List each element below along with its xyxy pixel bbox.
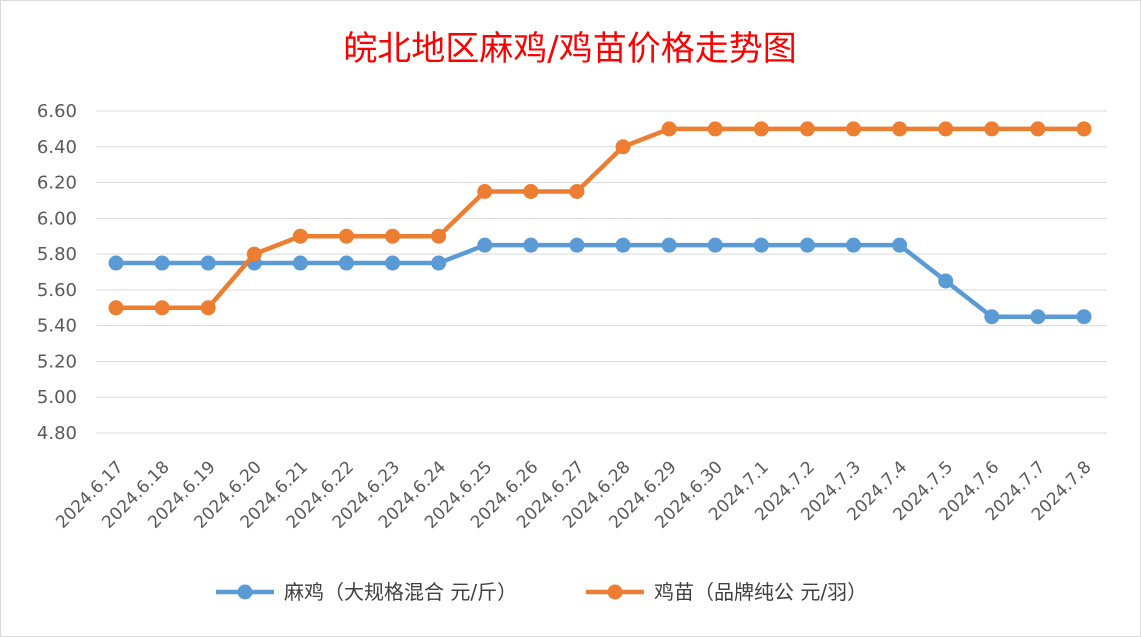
grid-lines: [96, 110, 1107, 434]
data-point: [246, 246, 262, 262]
data-point: [984, 121, 1000, 137]
data-point: [154, 255, 170, 271]
data-point: [200, 255, 216, 271]
data-point: [799, 237, 815, 253]
y-axis-ticks: 4.80 5.00 5.20 5.40 5.60 5.80 6.00 6.20 6.40 6.60: [37, 101, 77, 444]
series-line-1: [113, 126, 1087, 311]
series-line-0: [113, 242, 1087, 319]
data-point: [523, 184, 539, 199]
y-tick-label: 5.60: [37, 280, 77, 301]
data-point: [938, 273, 954, 289]
data-point: [292, 255, 308, 271]
data-point: [984, 309, 1000, 325]
data-point: [1076, 309, 1092, 325]
data-point: [1076, 121, 1092, 137]
legend-swatch-marker: [237, 584, 253, 600]
legend-label: 麻鸡（大规格混合 元/斤）: [284, 580, 517, 604]
data-point: [1030, 309, 1046, 325]
data-point: [569, 184, 585, 199]
data-point: [753, 121, 769, 137]
y-tick-label: 5.80: [37, 244, 77, 265]
series-layer: [108, 121, 1092, 325]
data-point: [846, 237, 862, 253]
data-point: [938, 121, 954, 137]
chart-title: 皖北地区麻鸡/鸡苗价格走势图: [343, 29, 796, 69]
data-point: [523, 237, 539, 253]
data-point: [338, 228, 354, 244]
data-point: [707, 121, 723, 137]
data-point: [385, 228, 401, 244]
data-point: [200, 300, 216, 316]
y-tick-label: 4.80: [37, 423, 77, 444]
y-tick-label: 6.00: [37, 208, 77, 229]
data-point: [661, 237, 677, 253]
data-point: [1030, 121, 1046, 137]
data-point: [108, 300, 124, 316]
data-point: [753, 237, 769, 253]
y-tick-label: 6.20: [37, 173, 77, 194]
data-point: [615, 237, 631, 253]
data-point: [707, 237, 723, 253]
data-point: [431, 255, 447, 271]
y-tick-label: 6.40: [37, 137, 77, 158]
data-point: [615, 139, 631, 155]
legend-label: 鸡苗（品牌纯公 元/羽）: [654, 580, 867, 604]
data-point: [385, 255, 401, 271]
legend-swatch-marker: [607, 584, 623, 600]
data-point: [477, 184, 493, 199]
y-tick-label: 6.60: [37, 101, 77, 122]
data-point: [477, 237, 493, 253]
y-tick-label: 5.00: [37, 387, 77, 408]
data-point: [846, 121, 862, 137]
data-point: [292, 228, 308, 244]
data-point: [154, 300, 170, 316]
data-point: [892, 237, 908, 253]
data-point: [431, 228, 447, 244]
data-point: [108, 255, 124, 271]
data-point: [892, 121, 908, 137]
y-tick-label: 5.40: [37, 316, 77, 337]
data-point: [661, 121, 677, 137]
data-point: [338, 255, 354, 271]
data-point: [799, 121, 815, 137]
legend: 麻鸡（大规格混合 元/斤） 鸡苗（品牌纯公 元/羽）: [216, 580, 867, 604]
y-tick-label: 5.20: [37, 351, 77, 372]
data-point: [569, 237, 585, 253]
